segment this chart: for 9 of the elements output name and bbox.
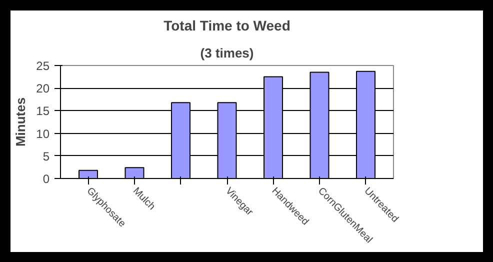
chart-title: Total Time to Weed: [164, 18, 290, 34]
y-axis-title: Minutes: [13, 97, 28, 147]
y-tick-label: 0: [42, 172, 50, 186]
y-tick-label: 20: [36, 82, 50, 96]
chart-subtitle: (3 times): [200, 46, 254, 60]
y-tick-label: 25: [36, 59, 50, 73]
y-tick-label: 10: [36, 126, 50, 141]
y-tick-label: 15: [36, 104, 50, 118]
y-tick-label: 5: [42, 149, 50, 164]
